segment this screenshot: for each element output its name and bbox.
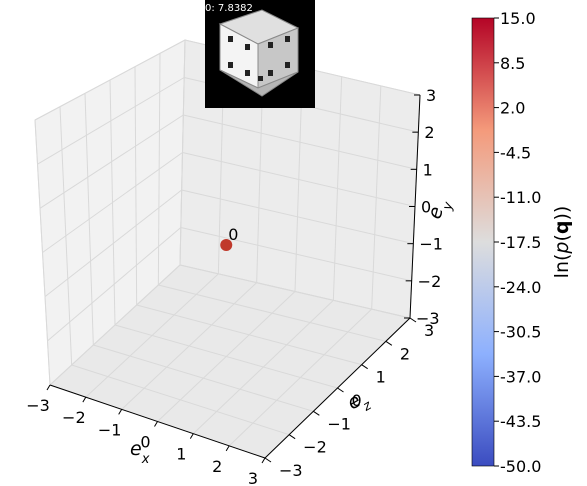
colorbar-tick-label: -50.0 [500, 457, 541, 476]
x-tick-mark [189, 433, 194, 439]
pip [268, 70, 273, 76]
pip [285, 36, 290, 42]
x-tick-mark [225, 445, 230, 452]
grid-line [179, 39, 186, 266]
x-tick-mark [46, 384, 51, 391]
data-points: 0 [220, 225, 238, 251]
pip [268, 42, 273, 48]
colorbar-gradient [471, 17, 495, 467]
colorbar-tick-label: -11.0 [500, 188, 541, 207]
x-tick-label: 2 [212, 457, 222, 476]
colorbar: 15.0 8.5 2.0 -4.5 -11.0 -17.5 -24.0 -30.5 -37.0 -… [471, 9, 573, 476]
z-tick-mark [337, 387, 344, 393]
z-tick-mark [385, 340, 393, 346]
z-tick-label: −2 [303, 438, 327, 457]
z-tick-mark [313, 410, 320, 416]
pip [245, 44, 250, 50]
pip [258, 76, 263, 81]
grid-line [179, 264, 411, 319]
z-tick-mark [361, 364, 368, 370]
z-tick-label: 3 [424, 321, 434, 340]
colorbar-tick-label: -30.5 [500, 323, 541, 342]
pip [245, 70, 250, 76]
colorbar-tick-label: -4.5 [500, 143, 531, 162]
x-tick-mark [82, 396, 87, 403]
z-tick-label: 0 [352, 391, 362, 410]
colorbar-tick-label: -17.5 [500, 233, 541, 252]
y-tick-label: 0 [421, 198, 431, 217]
y-tick-label: −3 [416, 309, 440, 328]
x-tick-label: −2 [62, 408, 86, 427]
z-tick-mark [288, 434, 296, 440]
inset-title: 0: 7.8382 [205, 3, 253, 14]
x-tick-label: 3 [248, 469, 258, 486]
pip [228, 36, 233, 42]
colorbar-label: ln(p(q)) [551, 206, 573, 279]
colorbar-tick-label: -24.0 [500, 278, 541, 297]
z-tick-label: −3 [279, 461, 303, 480]
z-tick-mark [409, 317, 417, 323]
colorbar-tick-label: 2.0 [500, 99, 525, 118]
grid-line [158, 284, 386, 342]
x-tick-label: −1 [98, 420, 122, 439]
colorbar-tick-label: 8.5 [500, 54, 525, 73]
y-tick-label: −2 [418, 272, 442, 291]
z-tick-label: −1 [327, 414, 351, 433]
data-point-label: 0 [228, 225, 238, 244]
colorbar-ticks: 15.0 8.5 2.0 -4.5 -11.0 -17.5 -24.0 -30.5 -37.0 -… [494, 9, 541, 476]
die-pips [228, 36, 290, 81]
x-tick-mark [154, 421, 158, 427]
colorbar-tick-label: -37.0 [500, 367, 541, 386]
z-tick-label: 1 [376, 368, 386, 387]
pip [228, 62, 233, 68]
x-tick-label: 1 [176, 445, 186, 464]
grid-line [34, 39, 186, 121]
x-axis-label: ex [130, 438, 150, 467]
y-tick-label: 2 [424, 123, 434, 142]
colorbar-tick-label: -43.5 [500, 412, 541, 431]
x-tick-mark [261, 457, 266, 464]
z-tick-mark [264, 457, 272, 463]
die-bottom-face [219, 69, 299, 97]
y-tick-label: 1 [423, 160, 433, 179]
inset-image: 0: 7.8382 [205, 0, 315, 108]
x-tick-mark [118, 409, 123, 415]
data-point [220, 239, 233, 251]
x-tick-label: 0 [140, 433, 150, 452]
y-axis-label: ey [424, 197, 457, 223]
colorbar-tick-label: 15.0 [500, 9, 536, 28]
grid-line [37, 77, 185, 165]
y-tick-label: −1 [419, 235, 443, 254]
y-tick-label: 3 [426, 86, 436, 105]
z-tick-label: 2 [400, 344, 410, 363]
pip [285, 62, 290, 68]
x-tick-label: −3 [26, 396, 50, 415]
